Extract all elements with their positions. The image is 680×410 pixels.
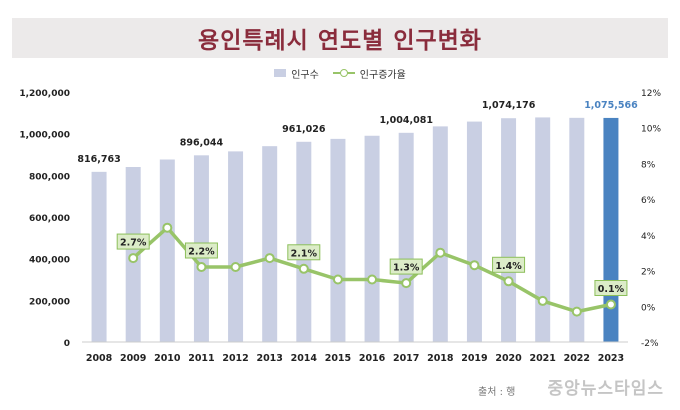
x-tick-label: 2023 bbox=[598, 353, 624, 364]
bar-swatch-icon bbox=[274, 69, 287, 77]
y-left-tick-label: 0 bbox=[64, 339, 70, 349]
rate-value-label: 0.1% bbox=[598, 284, 625, 295]
x-tick-label: 2016 bbox=[359, 353, 386, 364]
rate-point-2017 bbox=[401, 278, 412, 289]
rate-point-2020 bbox=[503, 276, 514, 287]
rate-point-2011 bbox=[196, 262, 207, 272]
rate-point-2010 bbox=[162, 222, 173, 233]
x-tick-label: 2010 bbox=[154, 353, 181, 364]
rate-point-2021 bbox=[537, 295, 548, 306]
rate-point-2013 bbox=[264, 253, 275, 264]
x-tick-label: 2008 bbox=[86, 353, 113, 364]
bar-value-label: 1,075,566 bbox=[584, 100, 638, 111]
source-note: 출처 : 행 bbox=[478, 387, 516, 398]
rate-point-2015 bbox=[332, 274, 343, 285]
x-tick-label: 2018 bbox=[427, 353, 454, 364]
bar-value-label: 1,074,176 bbox=[482, 100, 536, 111]
rate-label-box bbox=[184, 242, 218, 259]
legend-item-growth-rate: 인구증가율 bbox=[332, 66, 406, 81]
line-marker-swatch-icon bbox=[332, 68, 355, 78]
legend-label-population: 인구수 bbox=[291, 69, 319, 81]
rate-point-2023 bbox=[605, 299, 616, 310]
bar-value-label: 961,026 bbox=[282, 124, 326, 135]
y-left-tick-label: 400,000 bbox=[29, 256, 70, 266]
chart-title: 용인특례시 연도별 인구변화 bbox=[198, 28, 482, 54]
rate-value-label: 1.4% bbox=[495, 261, 522, 272]
y-left-tick-label: 800,000 bbox=[29, 172, 70, 182]
bar-value-label: 1,004,081 bbox=[379, 115, 433, 126]
y-left-tick-label: 1,200,000 bbox=[19, 89, 70, 99]
rate-value-label: 2.1% bbox=[291, 248, 318, 259]
y-right-tick-label: 10% bbox=[641, 125, 661, 135]
rate-point-2016 bbox=[367, 274, 378, 285]
x-tick-label: 2009 bbox=[120, 353, 146, 364]
y-right-tick-label: -2% bbox=[641, 339, 659, 349]
y-right-tick-label: 2% bbox=[641, 268, 656, 278]
x-tick-label: 2019 bbox=[461, 353, 487, 364]
rate-point-2022 bbox=[571, 306, 582, 317]
rate-point-2014 bbox=[298, 263, 309, 274]
y-left-tick-label: 600,000 bbox=[29, 214, 70, 224]
x-tick-label: 2017 bbox=[393, 353, 419, 364]
x-tick-label: 2011 bbox=[188, 353, 214, 364]
y-left-tick-label: 200,000 bbox=[29, 297, 70, 307]
bar-2018 bbox=[432, 126, 448, 342]
legend: 인구수 인구증가율 bbox=[0, 64, 680, 82]
bar-2014 bbox=[296, 141, 312, 342]
rate-point-2018 bbox=[435, 247, 446, 258]
x-tick-label: 2013 bbox=[256, 353, 282, 364]
bar-2021 bbox=[535, 117, 551, 343]
title-band: 용인특례시 연도별 인구변화 bbox=[12, 18, 668, 58]
bar-2020 bbox=[501, 118, 517, 342]
x-tick-label: 2020 bbox=[495, 353, 522, 364]
rate-value-label: 2.2% bbox=[188, 247, 215, 258]
x-tick-label: 2012 bbox=[222, 353, 248, 364]
bar-2008 bbox=[91, 171, 107, 342]
y-right-tick-label: 8% bbox=[641, 160, 656, 170]
y-right-tick-label: 4% bbox=[641, 232, 656, 242]
bar-2019 bbox=[466, 121, 482, 342]
y-right-tick-label: 0% bbox=[641, 303, 656, 313]
x-tick-label: 2022 bbox=[564, 353, 590, 364]
rate-label-box bbox=[287, 244, 321, 261]
x-tick-label: 2014 bbox=[291, 353, 318, 364]
bar-2015 bbox=[330, 138, 346, 342]
rate-point-2009 bbox=[128, 253, 139, 264]
bar-value-label: 896,044 bbox=[180, 137, 224, 148]
bar-value-label: 816,763 bbox=[77, 154, 120, 165]
rate-point-2019 bbox=[469, 260, 480, 271]
rate-value-label: 1.3% bbox=[393, 263, 420, 274]
x-tick-label: 2015 bbox=[325, 353, 351, 364]
bar-2012 bbox=[228, 151, 244, 342]
y-right-tick-label: 6% bbox=[641, 196, 656, 206]
bar-2010 bbox=[159, 159, 175, 342]
bar-2013 bbox=[262, 146, 278, 342]
x-tick-label: 2021 bbox=[529, 353, 555, 364]
rate-label-box bbox=[594, 280, 628, 296]
rate-label-box bbox=[492, 256, 526, 273]
legend-item-population: 인구수 bbox=[274, 66, 319, 81]
y-left-tick-label: 1,000,000 bbox=[19, 131, 70, 141]
y-right-tick-label: 12% bbox=[641, 89, 661, 99]
rate-label-box bbox=[389, 258, 423, 275]
watermark: 중앙뉴스타임스 bbox=[547, 379, 664, 399]
rate-value-label: 2.7% bbox=[120, 238, 147, 249]
rate-point-2012 bbox=[230, 262, 241, 272]
bar-2016 bbox=[364, 135, 380, 342]
bar-2017 bbox=[398, 132, 414, 342]
legend-label-growth-rate: 인구증가율 bbox=[359, 69, 406, 81]
bar-2022 bbox=[569, 117, 585, 342]
rate-label-box bbox=[116, 233, 150, 250]
